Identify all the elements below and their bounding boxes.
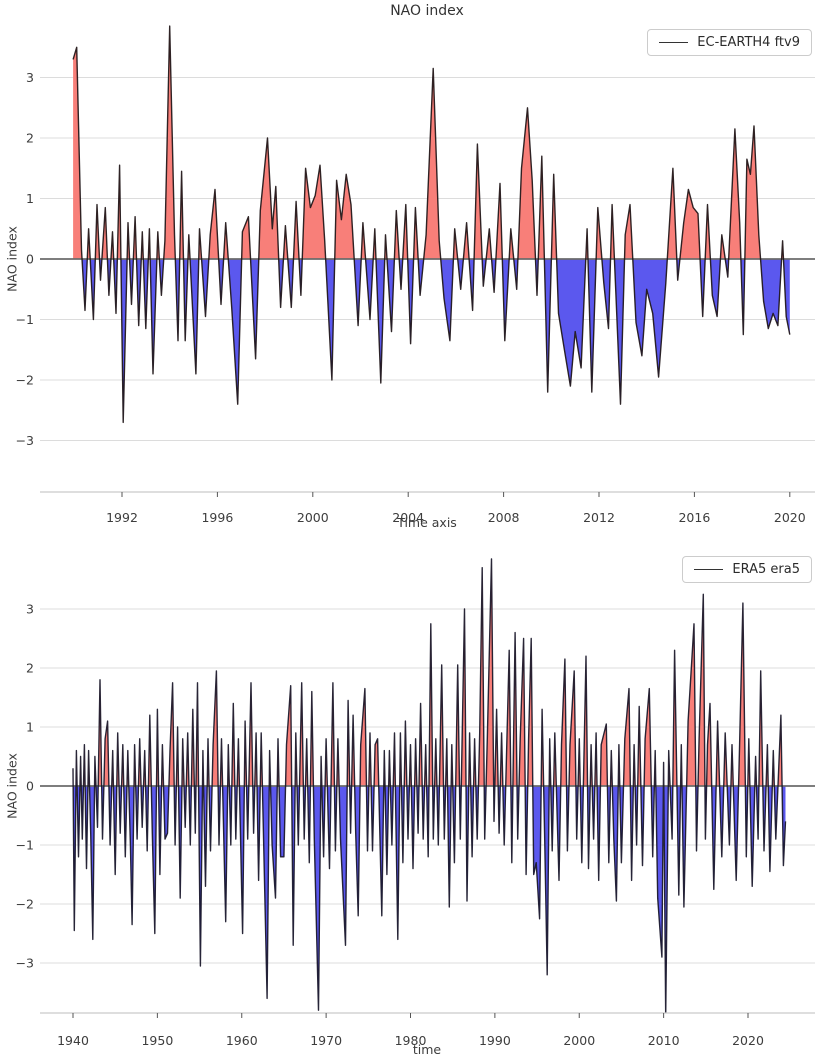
y-tick-label: 2	[26, 661, 34, 676]
x-tick-label: 2020	[732, 1033, 764, 1048]
y-axis-label-top: NAO index	[4, 226, 20, 292]
y-tick-label: −2	[16, 373, 34, 388]
x-tick-label: 2004	[392, 510, 424, 525]
y-tick-label: −3	[16, 433, 34, 448]
x-axis-label-top: Time axis	[397, 515, 457, 530]
legend-line-sample-top	[659, 42, 689, 43]
legend-line-sample-bottom	[694, 569, 724, 570]
positive-fill	[73, 26, 790, 259]
x-tick-label: 2010	[648, 1033, 680, 1048]
data-line	[72, 558, 787, 1013]
x-tick-label: 2012	[583, 510, 615, 525]
y-tick-label: −1	[16, 312, 34, 327]
x-tick-label: 1960	[226, 1033, 258, 1048]
x-axis-label-bottom: time	[412, 1042, 442, 1057]
negative-fill	[73, 786, 786, 1013]
y-tick-label: 0	[26, 252, 34, 267]
y-tick-label: 2	[26, 131, 34, 146]
x-tick-label: 1940	[57, 1033, 89, 1048]
x-tick-label: 1990	[479, 1033, 511, 1048]
y-tick-label: 0	[26, 779, 34, 794]
legend-label-bottom: ERA5 era5	[732, 562, 800, 577]
y-tick-label: −2	[16, 897, 34, 912]
y-tick-label: −1	[16, 838, 34, 853]
legend-label-top: EC-EARTH4 ftv9	[697, 35, 800, 50]
chart-title: NAO index	[390, 3, 464, 19]
x-tick-label: 2000	[563, 1033, 595, 1048]
negative-fill	[73, 259, 790, 423]
x-tick-label: 1980	[395, 1033, 427, 1048]
legend-bottom: ERA5 era5	[682, 556, 812, 583]
y-tick-label: 1	[26, 191, 34, 206]
y-tick-label: 1	[26, 720, 34, 735]
x-tick-label: 2020	[774, 510, 806, 525]
x-tick-label: 1996	[201, 510, 233, 525]
x-tick-label: 1970	[310, 1033, 342, 1048]
y-axis-label-bottom: NAO index	[4, 753, 20, 819]
x-tick-label: 2016	[678, 510, 710, 525]
x-tick-label: 1992	[106, 510, 138, 525]
legend-top: EC-EARTH4 ftv9	[647, 29, 812, 56]
x-tick-label: 2008	[488, 510, 520, 525]
y-tick-label: 3	[26, 602, 34, 617]
data-line	[72, 25, 791, 424]
x-tick-label: 2000	[297, 510, 329, 525]
x-tick-label: 1950	[141, 1033, 173, 1048]
y-tick-label: 3	[26, 70, 34, 85]
y-tick-label: −3	[16, 956, 34, 971]
